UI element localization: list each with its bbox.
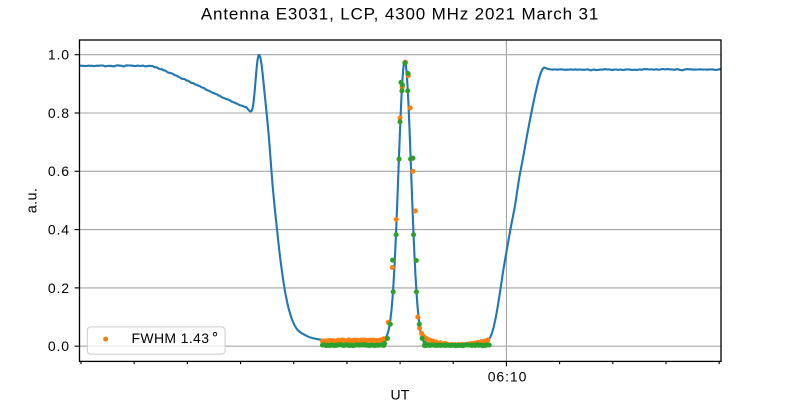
svg-text:UT: UT — [390, 387, 409, 401]
svg-text:0.0: 0.0 — [48, 338, 70, 354]
svg-text:FWHM 1.43: FWHM 1.43 — [132, 330, 210, 346]
svg-text:0.2: 0.2 — [48, 280, 70, 296]
svg-text:0.6: 0.6 — [48, 163, 70, 179]
svg-text:1.0: 1.0 — [48, 47, 70, 63]
svg-text:Antenna E3031, LCP, 4300 MHz 2: Antenna E3031, LCP, 4300 MHz 2021 March … — [201, 5, 599, 24]
svg-text:0.8: 0.8 — [48, 105, 70, 121]
svg-text:06:10: 06:10 — [488, 369, 528, 385]
svg-text:a.u.: a.u. — [25, 188, 41, 213]
svg-text:0.4: 0.4 — [48, 222, 70, 238]
